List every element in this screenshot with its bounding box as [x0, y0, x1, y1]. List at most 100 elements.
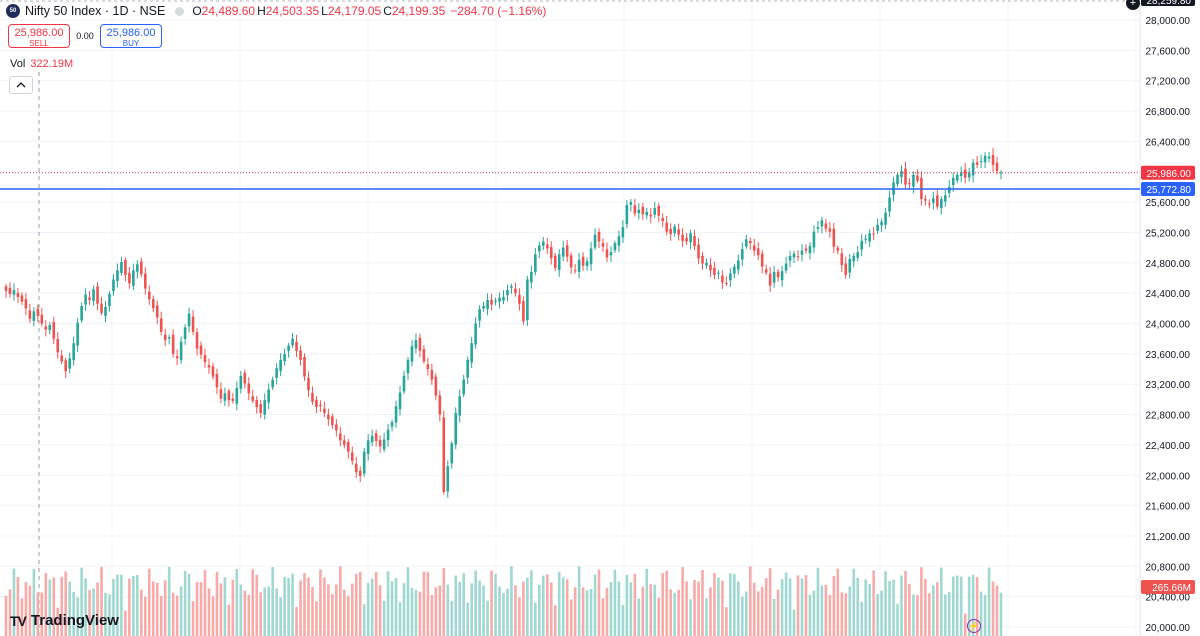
volume-bar — [900, 575, 903, 636]
flash-icon[interactable]: ⚡ — [967, 619, 981, 633]
volume-bar — [163, 580, 167, 636]
volume-bar — [299, 580, 302, 636]
candle-body — [112, 279, 115, 292]
sell-button[interactable]: 25,986.00 SELL — [8, 24, 70, 48]
volume-bar — [271, 567, 274, 636]
ohlc-open-value: 24,489.60 — [201, 4, 256, 18]
candle-body — [36, 308, 40, 316]
candle-body — [311, 392, 314, 402]
candle-body — [52, 321, 56, 339]
volume-bar — [187, 573, 191, 636]
volume-bar — [896, 604, 899, 636]
volume-bar — [951, 576, 955, 636]
volume-bar — [633, 573, 637, 636]
candle-body — [951, 177, 955, 186]
candle-body — [752, 245, 756, 251]
candle-body — [677, 229, 680, 235]
volume-bar — [844, 593, 848, 636]
price-tick-label: 24,000.00 — [1146, 320, 1191, 331]
candle-body — [362, 451, 366, 474]
volume-bar — [796, 575, 800, 636]
candle-body — [299, 350, 302, 360]
volume-bar — [259, 592, 263, 636]
volume-bar — [613, 569, 617, 636]
volume-bar — [605, 587, 609, 636]
candle-body — [784, 263, 788, 271]
candle-body — [800, 250, 804, 255]
candle-body — [545, 244, 549, 249]
candle-body — [589, 248, 593, 265]
candle-body — [693, 236, 696, 247]
candle-body — [40, 314, 44, 324]
candle-body — [486, 299, 489, 310]
volume-bar — [832, 576, 836, 636]
candle-body — [999, 172, 1003, 174]
volume-bar — [343, 589, 346, 636]
candle-body — [331, 416, 334, 426]
candle-body — [669, 228, 672, 234]
symbol-logo-icon[interactable]: 50 — [6, 4, 20, 18]
candle-body — [737, 260, 740, 270]
price-tick-label: 25,600.00 — [1146, 198, 1191, 209]
add-plus-icon[interactable]: + — [1126, 0, 1140, 10]
candle-body — [219, 389, 223, 399]
sell-label: SELL — [29, 39, 49, 48]
volume-bar — [108, 594, 111, 636]
volume-bar — [414, 590, 418, 636]
volume-bar — [920, 567, 923, 636]
price-tick-label: 22,400.00 — [1146, 441, 1191, 452]
volume-bar — [96, 582, 99, 636]
volume-bar — [549, 582, 553, 636]
ohlc-high-label: H — [257, 4, 266, 18]
price-tick-label: 22,800.00 — [1146, 411, 1191, 422]
volume-bar — [8, 589, 12, 636]
volume-bar — [856, 577, 860, 636]
price-tick-label: 21,200.00 — [1146, 532, 1191, 543]
candle-body — [422, 349, 426, 362]
volume-bar — [327, 584, 330, 636]
volume-bar — [912, 594, 915, 636]
volume-bar — [983, 594, 987, 636]
ohlc-close-value: 24,199.35 — [391, 4, 446, 18]
volume-bar — [756, 591, 760, 636]
buy-button[interactable]: 25,986.00 BUY — [100, 24, 162, 48]
last-price-tag — [1141, 165, 1195, 180]
volume-legend[interactable]: Vol 322.19M — [10, 58, 73, 70]
candle-body — [454, 413, 458, 445]
volume-bar — [191, 601, 195, 636]
candle-body — [211, 366, 215, 377]
volume-bar — [522, 581, 525, 636]
volume-bar — [573, 587, 577, 636]
candle-body — [884, 212, 887, 225]
volume-bar — [585, 590, 589, 636]
candle-body — [199, 345, 203, 355]
volume-bar — [645, 568, 649, 636]
collapse-legend-button[interactable] — [9, 76, 33, 94]
volume-bar — [744, 591, 748, 636]
volume-bar — [872, 570, 875, 636]
candle-body — [378, 439, 382, 447]
candle-body — [549, 247, 553, 259]
volume-bar — [251, 569, 255, 636]
tradingview-logo[interactable]: TV TradingView — [10, 612, 119, 629]
candle-body — [386, 429, 390, 441]
volume-bar — [852, 568, 856, 636]
volume-bar — [406, 567, 410, 636]
volume-bar — [144, 596, 147, 636]
candle-body — [860, 240, 863, 250]
volume-bar — [215, 571, 219, 636]
volume-bar — [995, 585, 999, 636]
candle-body — [231, 398, 235, 401]
volume-bar — [199, 582, 203, 636]
volume-bar — [637, 598, 641, 636]
candle-body — [136, 264, 139, 272]
candle-body — [733, 266, 736, 274]
market-status-icon[interactable] — [175, 6, 185, 16]
candle-body — [876, 224, 879, 231]
price-tick-label: 27,200.00 — [1146, 77, 1191, 88]
symbol-title[interactable]: Nifty 50 Index · 1D · NSE — [25, 4, 166, 18]
candle-body — [438, 395, 442, 415]
candle-body — [159, 318, 163, 332]
candle-body — [275, 368, 278, 378]
